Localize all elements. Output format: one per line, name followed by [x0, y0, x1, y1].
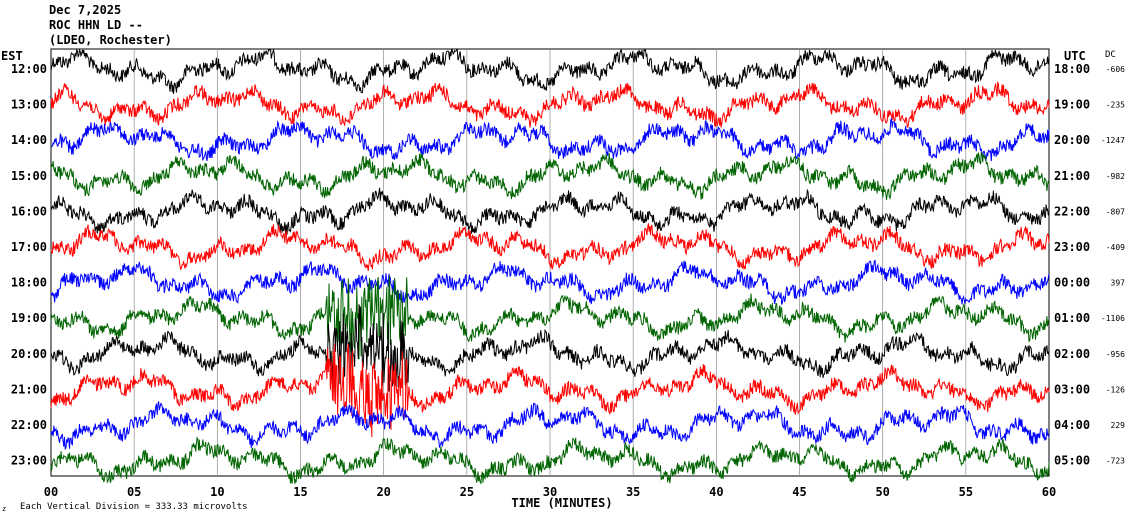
dc-offset-label: -126 [1106, 385, 1125, 394]
corner-mark: z [2, 505, 6, 513]
est-hour-label: 23:00 [11, 454, 47, 468]
seismic-trace [50, 401, 1050, 450]
utc-hour-label: 22:00 [1054, 204, 1090, 218]
utc-hour-label: 23:00 [1054, 240, 1090, 254]
dc-offset-label: -1247 [1101, 136, 1125, 145]
x-tick-label: 15 [293, 485, 307, 499]
est-hour-label: 21:00 [11, 382, 47, 396]
est-hour-label: 19:00 [11, 311, 47, 325]
x-tick-label: 60 [1042, 485, 1056, 499]
est-hour-label: 22:00 [11, 418, 47, 432]
seismic-trace [50, 80, 1050, 129]
dc-offset-label: -409 [1106, 243, 1125, 252]
x-tick-label: 00 [44, 485, 58, 499]
dc-offset-label: 397 [1111, 279, 1126, 288]
utc-axis-label: UTC [1064, 49, 1086, 63]
seismic-trace [50, 304, 1050, 392]
x-tick-label: 45 [792, 485, 806, 499]
seismic-trace [50, 151, 1050, 201]
est-hour-label: 15:00 [11, 169, 47, 183]
dc-offset-label: 229 [1111, 421, 1126, 430]
dc-offset-label: -807 [1106, 207, 1125, 216]
dc-offset-label: -956 [1106, 350, 1125, 359]
utc-hour-label: 21:00 [1054, 169, 1090, 183]
x-tick-label: 30 [543, 485, 557, 499]
est-hour-label: 20:00 [11, 347, 47, 361]
x-tick-label: 35 [626, 485, 640, 499]
est-hour-label: 18:00 [11, 276, 47, 290]
dc-offset-label: -606 [1106, 65, 1125, 74]
x-tick-label: 20 [376, 485, 390, 499]
seismic-trace [50, 436, 1050, 485]
est-hour-label: 16:00 [11, 204, 47, 218]
traces [50, 48, 1050, 485]
x-tick-label: 05 [127, 485, 141, 499]
scale-footnote: Each Vertical Division = 333.33 microvol… [20, 502, 248, 512]
utc-hour-label: 02:00 [1054, 347, 1090, 361]
dc-offset-label: -1106 [1101, 314, 1125, 323]
seismic-trace [50, 117, 1050, 162]
dc-labels: -606 -235 -1247 -982 -807 -409 397 -1106 -956 -12… [1101, 65, 1125, 466]
utc-hour-label: 18:00 [1054, 62, 1090, 76]
seismic-trace [50, 187, 1050, 235]
grid-lines [133, 49, 967, 476]
est-hour-label: 13:00 [11, 98, 47, 112]
chart-date: Dec 7,2025 [49, 3, 122, 17]
station-network: (LDEO, Rochester) [49, 33, 172, 47]
seismic-trace [50, 48, 1050, 94]
x-tick-label: 50 [875, 485, 889, 499]
x-tick-labels: 00 05 10 15 20 25 30 35 40 45 50 55 60 [44, 485, 1056, 499]
dc-offset-label: -235 [1106, 101, 1125, 110]
station-code: ROC HHN LD -- [49, 18, 143, 32]
seismic-trace [50, 275, 1050, 360]
seismic-trace [50, 223, 1050, 272]
x-tick-label: 10 [210, 485, 224, 499]
est-hour-label: 12:00 [11, 62, 47, 76]
utc-hour-label: 04:00 [1054, 418, 1090, 432]
dc-offset-label: -982 [1106, 172, 1125, 181]
utc-hour-label: 01:00 [1054, 311, 1090, 325]
utc-hour-label: 05:00 [1054, 454, 1090, 468]
seismic-trace [50, 343, 1050, 438]
est-hour-label: 17:00 [11, 240, 47, 254]
x-tick-label: 40 [709, 485, 723, 499]
seismic-trace [50, 259, 1050, 305]
utc-labels: 18:00 19:00 20:00 21:00 22:00 23:00 00:00 01:00… [1054, 62, 1090, 468]
est-axis-label: EST [1, 49, 23, 63]
dc-offset-label: -723 [1106, 457, 1125, 466]
utc-hour-label: 20:00 [1054, 133, 1090, 147]
x-tick-label: 55 [959, 485, 973, 499]
est-labels: 12:00 13:00 14:00 15:00 16:00 17:00 18:00 19:00… [11, 62, 47, 468]
x-axis-label: TIME (MINUTES) [511, 496, 612, 510]
utc-hour-label: 19:00 [1054, 98, 1090, 112]
utc-hour-label: 00:00 [1054, 276, 1090, 290]
utc-hour-label: 03:00 [1054, 382, 1090, 396]
est-hour-label: 14:00 [11, 133, 47, 147]
x-tick-label: 25 [460, 485, 474, 499]
dc-axis-label: DC [1105, 50, 1116, 60]
